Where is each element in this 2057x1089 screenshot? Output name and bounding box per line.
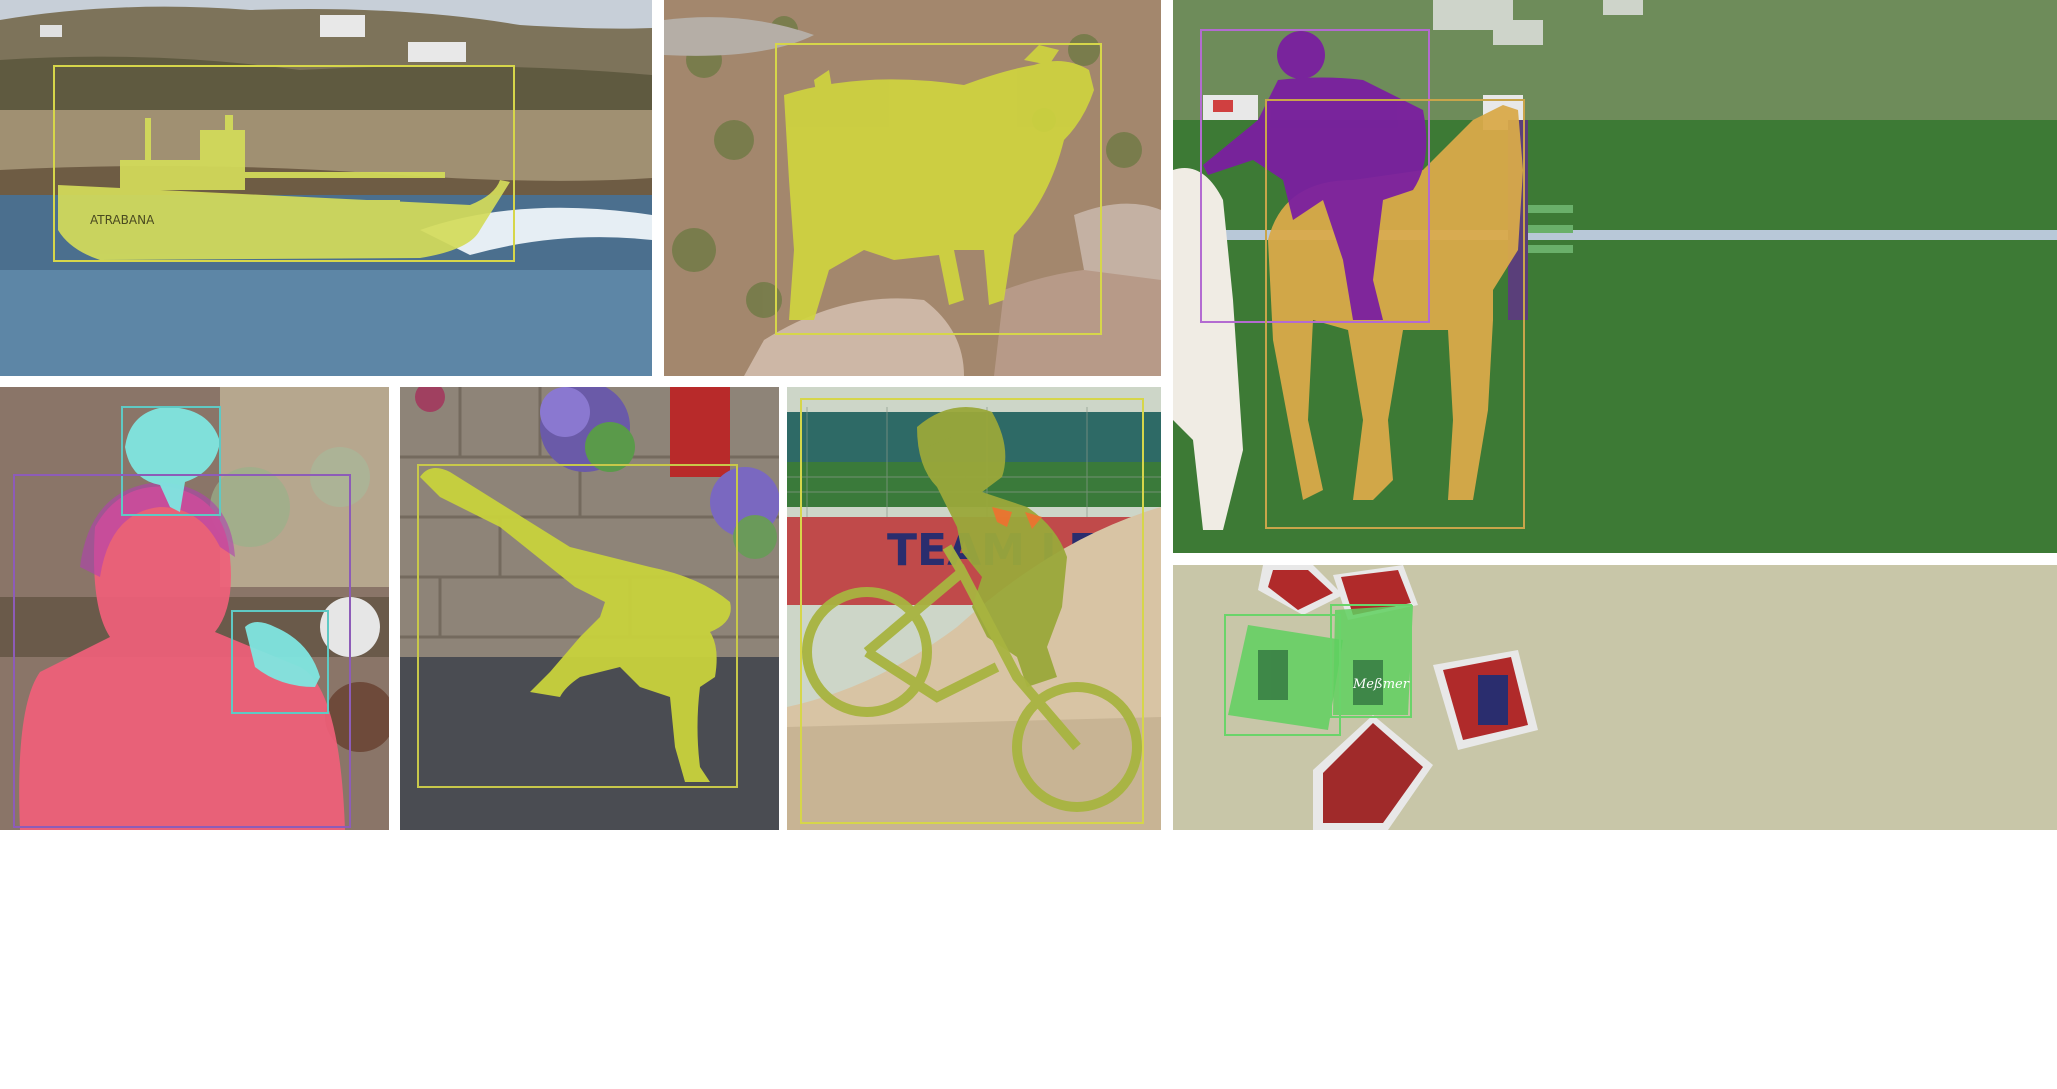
boat-scene: ATRABANA bbox=[0, 0, 652, 376]
rider-bbox bbox=[1200, 29, 1430, 323]
horse-bbox bbox=[1265, 99, 1525, 529]
boat-mask bbox=[58, 115, 510, 260]
tea-brand-text: Meßmer bbox=[1352, 677, 1410, 692]
tea-bag-top-center bbox=[1333, 565, 1418, 620]
dancer-panel bbox=[400, 387, 779, 830]
dancer-scene bbox=[400, 387, 779, 830]
goat-mask bbox=[784, 45, 1094, 320]
bmx-bbox bbox=[800, 398, 1144, 824]
goat-bbox bbox=[775, 43, 1102, 335]
bird-top-bbox bbox=[121, 406, 221, 516]
tea-left-bbox bbox=[1224, 614, 1341, 736]
bird-side-mask bbox=[245, 622, 320, 687]
girl-hair bbox=[80, 482, 235, 577]
boat-bbox bbox=[53, 65, 515, 262]
tea-bag-right bbox=[1433, 650, 1538, 750]
boat-hull-text: ATRABANA bbox=[90, 213, 155, 227]
bmx-panel: TEAM LE MARRO bbox=[787, 387, 1161, 830]
tea-center-bbox bbox=[1330, 604, 1412, 718]
bmx-bike-mask bbox=[802, 544, 1142, 812]
dancer-bbox bbox=[417, 464, 738, 788]
tea-scene: Meßmer bbox=[1173, 565, 2057, 830]
goat-panel bbox=[664, 0, 1161, 376]
girl-scene bbox=[0, 387, 389, 830]
bmx-rider-accent bbox=[992, 507, 1042, 529]
tea-panel: Meßmer bbox=[1173, 565, 2057, 830]
horse-panel bbox=[1173, 0, 2057, 553]
horse-scene bbox=[1173, 0, 2057, 553]
bmx-scene: TEAM LE MARRO bbox=[787, 387, 1161, 830]
tea-bag-bottom bbox=[1313, 715, 1433, 830]
goat-scene bbox=[664, 0, 1161, 376]
boat-panel: ATRABANA bbox=[0, 0, 652, 376]
bird-side-bbox bbox=[231, 610, 329, 714]
girl-bbox bbox=[13, 474, 351, 828]
girl-panel bbox=[0, 387, 389, 830]
bird-top-mask bbox=[125, 407, 220, 512]
tea-bag-top-left bbox=[1258, 565, 1343, 615]
rider-mask bbox=[1203, 31, 1427, 320]
bmx-rider-mask bbox=[917, 407, 1067, 687]
dancer-mask bbox=[420, 468, 731, 782]
